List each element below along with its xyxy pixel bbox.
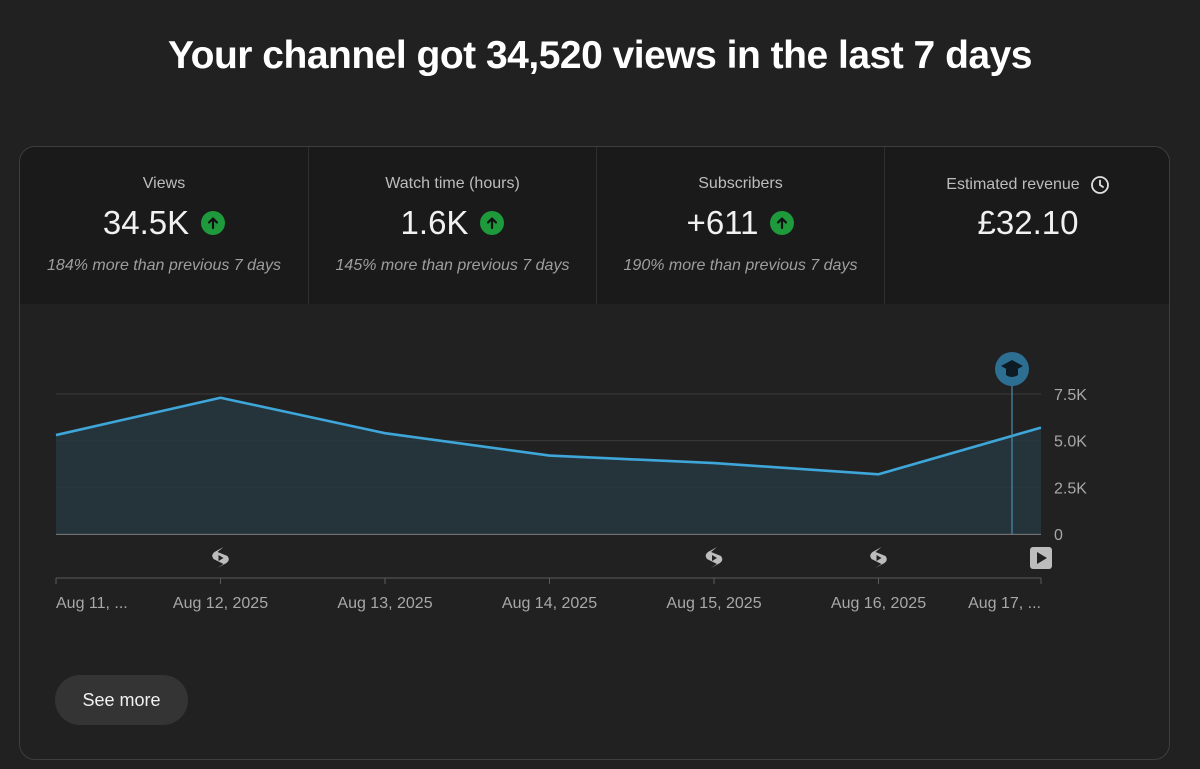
arrow-up-icon <box>480 211 505 235</box>
arrow-up-icon <box>770 211 795 235</box>
page-headline: Your channel got 34,520 views in the las… <box>168 34 1032 77</box>
tab-estimated-revenue[interactable]: Estimated revenue £32.10 <box>884 147 1169 304</box>
arrow-up-icon <box>201 211 226 235</box>
tab-comparison: 145% more than previous 7 days <box>335 257 570 274</box>
tab-subscribers[interactable]: Subscribers +611 190% more than previous… <box>596 147 884 304</box>
tab-views[interactable]: Views 34.5K 184% more than previous 7 da… <box>20 147 308 304</box>
y-tick-label: 7.5K <box>1054 387 1087 404</box>
tab-label: Estimated revenue <box>946 176 1080 193</box>
tab-value: 34.5K <box>102 204 190 241</box>
video-icon-play <box>1037 552 1047 564</box>
tab-comparison: 190% more than previous 7 days <box>623 257 858 274</box>
x-tick-label: Aug 12, 2025 <box>173 595 268 612</box>
x-tick-label: Aug 14, 2025 <box>502 595 597 612</box>
shorts-icon <box>870 547 887 568</box>
y-tick-label: 0 <box>1054 527 1063 544</box>
see-more-button[interactable]: See more <box>55 675 188 725</box>
x-tick-label: Aug 16, 2025 <box>831 595 926 612</box>
shorts-icon <box>705 547 723 568</box>
metric-tabs: Views 34.5K 184% more than previous 7 da… <box>20 147 1169 304</box>
graduation-cap-band <box>1006 369 1018 377</box>
y-tick-label: 2.5K <box>1054 480 1087 497</box>
tab-watch-time[interactable]: Watch time (hours) 1.6K 145% more than p… <box>308 147 596 304</box>
tab-comparison: 184% more than previous 7 days <box>47 257 281 274</box>
x-tick-label: Aug 13, 2025 <box>337 595 432 612</box>
tab-value: +611 <box>686 204 759 241</box>
tab-label: Watch time (hours) <box>385 175 520 192</box>
views-line <box>55 396 1042 476</box>
shorts-icon <box>212 547 229 568</box>
tab-label: Subscribers <box>698 175 783 192</box>
tab-value: £32.10 <box>977 204 1079 241</box>
clock-icon[interactable] <box>1090 175 1110 195</box>
y-tick-label: 5.0K <box>1054 434 1087 451</box>
analytics-card: Views 34.5K 184% more than previous 7 da… <box>19 146 1170 760</box>
shorts-icon-play <box>218 555 224 561</box>
video-play-icon <box>1030 547 1052 569</box>
views-area <box>56 397 1041 534</box>
x-tick-label: Aug 17, ... <box>968 595 1041 612</box>
shorts-icon-play <box>712 555 717 561</box>
views-chart[interactable]: 7.5K 5.0K 2.5K 0 Aug 11, ... Aug 12, 2025 Aug … <box>20 304 1169 644</box>
shorts-icon-play <box>876 555 882 561</box>
x-tick-label: Aug 15, 2025 <box>666 595 761 612</box>
x-tick-label: Aug 11, ... <box>56 595 128 612</box>
tab-value: 1.6K <box>400 204 469 241</box>
tab-label: Views <box>142 175 186 192</box>
